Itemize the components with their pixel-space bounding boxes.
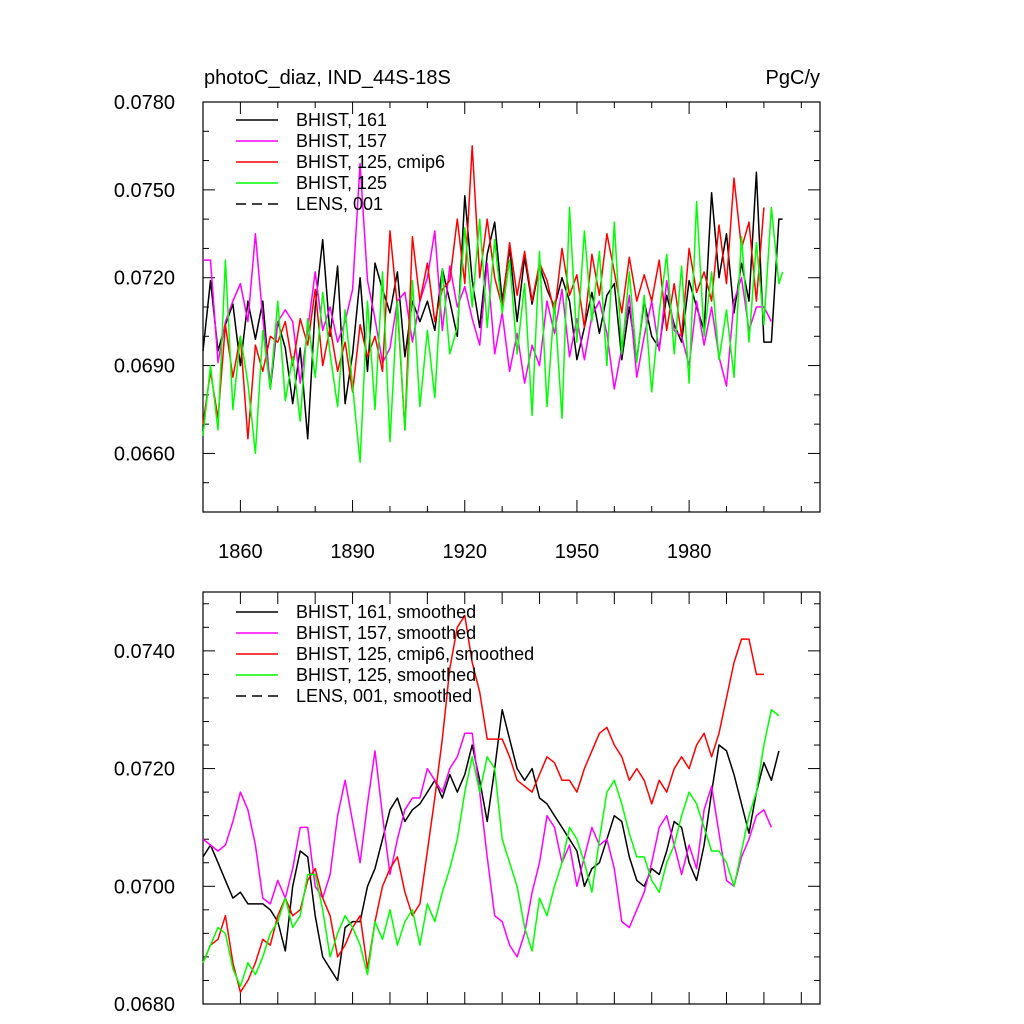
legend-label: BHIST, 161 bbox=[296, 110, 387, 130]
y-tick-label: 0.0720 bbox=[114, 759, 175, 781]
bottom-panel: 0.0680 0.0700 0.0720 0.0740 BHIST, 161, smo… bbox=[114, 591, 821, 1016]
bottom-axis-ticks: 0.0680 0.0700 0.0720 0.0740 bbox=[114, 592, 820, 1016]
top-chart-units: PgC/y bbox=[766, 67, 820, 89]
y-tick-label: 0.0660 bbox=[114, 443, 175, 465]
legend-label: LENS, 001, smoothed bbox=[296, 686, 472, 706]
series-line-0 bbox=[202, 171, 783, 440]
series-line-2 bbox=[202, 614, 764, 993]
x-tick-label: 1980 bbox=[667, 541, 712, 563]
series-line-0 bbox=[202, 708, 780, 982]
y-tick-label: 0.0680 bbox=[114, 994, 175, 1016]
legend-label: BHIST, 157, smoothed bbox=[296, 623, 476, 643]
series-line-3 bbox=[202, 200, 784, 463]
bottom-series-group bbox=[202, 614, 780, 993]
y-tick-label: 0.0740 bbox=[114, 641, 175, 663]
x-tick-label: 1860 bbox=[218, 541, 263, 563]
y-tick-label: 0.0780 bbox=[114, 92, 175, 114]
x-tick-label: 1920 bbox=[443, 541, 488, 563]
top-series-group bbox=[202, 145, 784, 463]
top-axis-ticks: 0.0660 0.0690 0.0720 0.0750 0.0780 1860 1890 19… bbox=[114, 92, 820, 563]
legend-label: BHIST, 161, smoothed bbox=[296, 602, 476, 622]
top-panel: photoC_diaz, IND_44S-18S PgC/y 0.06600.0… bbox=[114, 67, 821, 563]
legend-label: BHIST, 125, cmip6 bbox=[296, 152, 445, 172]
legend-label: LENS, 001 bbox=[296, 194, 383, 214]
legend-label: BHIST, 125 bbox=[296, 173, 387, 193]
x-tick-label: 1950 bbox=[555, 541, 600, 563]
y-tick-label: 0.0700 bbox=[114, 876, 175, 898]
top-chart-title: photoC_diaz, IND_44S-18S bbox=[204, 67, 451, 89]
y-tick-label: 0.0690 bbox=[114, 356, 175, 378]
y-tick-label: 0.0750 bbox=[114, 180, 175, 202]
legend-label: BHIST, 125, smoothed bbox=[296, 665, 476, 685]
legend-label: BHIST, 125, cmip6, smoothed bbox=[296, 644, 534, 664]
legend-label: BHIST, 157 bbox=[296, 131, 387, 151]
x-tick-label: 1890 bbox=[330, 541, 375, 563]
bottom-plot-frame bbox=[202, 591, 821, 1005]
y-tick-label: 0.0720 bbox=[114, 268, 175, 290]
series-line-1 bbox=[202, 732, 773, 958]
series-line-3 bbox=[202, 708, 780, 988]
